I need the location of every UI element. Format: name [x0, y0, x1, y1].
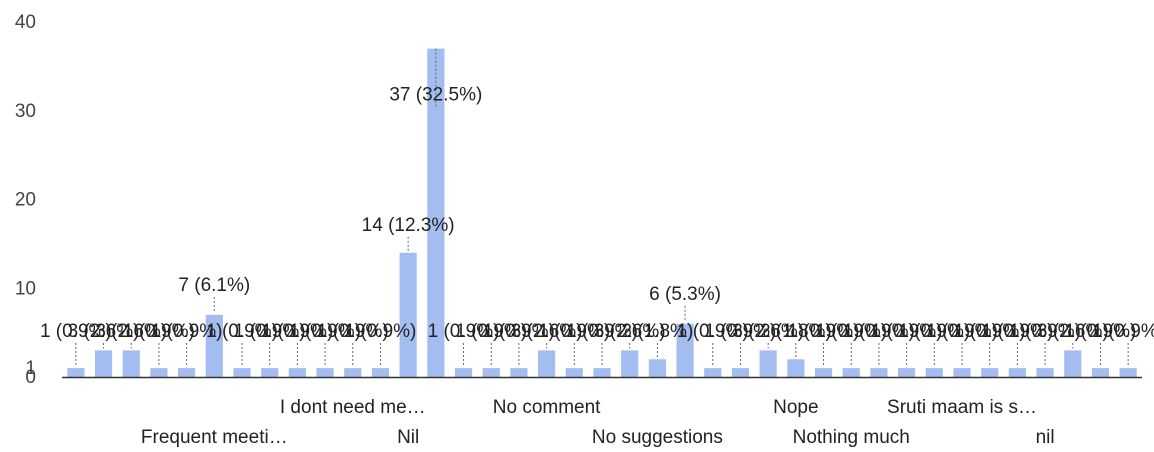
data-label: 1 (0.9%) [677, 321, 749, 342]
data-label: 1 (0.9%) [261, 321, 333, 342]
bar[interactable] [759, 350, 777, 377]
data-label: 3 (2.6%) [95, 321, 167, 342]
data-label: 7 (6.1%) [178, 275, 250, 296]
data-label: 37 (32.5%) [389, 85, 482, 106]
data-label: 1 (0.9%) [455, 321, 527, 342]
data-label: 1 (0.9%) [705, 321, 777, 342]
bar[interactable] [316, 368, 334, 377]
bar[interactable] [898, 368, 916, 377]
data-label: 2 (1.8%) [760, 321, 832, 342]
bar[interactable] [94, 350, 113, 377]
data-label: 3 (2.6%) [732, 321, 804, 342]
y-tick-label: 20 [15, 190, 36, 211]
bar[interactable] [344, 368, 362, 377]
data-label: 1 (0.9%) [206, 321, 278, 342]
data-label: 1 (0.9%) [843, 321, 915, 342]
y-tick-label: 10 [15, 278, 36, 299]
bar[interactable] [67, 368, 85, 377]
x-tick-label: Nope [773, 397, 818, 418]
bar[interactable] [1119, 368, 1137, 377]
data-label: 1 (0.9%) [538, 321, 610, 342]
x-axis: Frequent meeti… I dont need me… Nil No comm… [62, 376, 1142, 448]
data-label: 1 (0.9%) [898, 321, 970, 342]
bar[interactable] [482, 368, 500, 377]
data-label: 1 (0.9%) [981, 321, 1053, 342]
y-tick-label: 30 [15, 101, 36, 122]
bar[interactable] [454, 368, 473, 377]
bar[interactable] [814, 368, 833, 377]
data-label: 3 (2.6%) [1037, 321, 1109, 342]
data-labels: 1 (0.9%)3 (2.6%)3 (2.6%)1 (0.9%)1 (0.9%)… [40, 85, 1154, 342]
data-label: 1 (0.9%) [234, 321, 306, 342]
data-label: 1 (0.9%) [871, 321, 943, 342]
bar[interactable] [261, 368, 279, 377]
bar[interactable] [1064, 350, 1082, 377]
data-label: 3 (2.6%) [594, 321, 666, 342]
bar[interactable] [565, 368, 583, 377]
x-tick-label: Sruti maam is s… [887, 397, 1037, 418]
bar[interactable] [1091, 368, 1110, 377]
data-label: 1 (0.9%) [1065, 321, 1137, 342]
bar[interactable] [233, 368, 251, 377]
y-axis: 01 10 20 30 40 [15, 12, 36, 388]
bar[interactable] [288, 368, 306, 377]
bar[interactable] [538, 350, 556, 377]
bar[interactable] [925, 368, 943, 377]
x-tick-label: No comment [493, 397, 601, 418]
bar[interactable] [1036, 368, 1054, 377]
data-label: 1 (0.9%) [483, 321, 555, 342]
data-label: 3 (2.6%) [68, 321, 140, 342]
bar[interactable] [621, 350, 639, 377]
bar[interactable] [704, 368, 722, 377]
bar[interactable] [150, 368, 168, 377]
bar[interactable] [427, 48, 445, 377]
data-label: 1 (0.9%) [566, 321, 638, 342]
y-tick-label: 1 [25, 358, 36, 379]
data-label: 1 (0.9%) [954, 321, 1026, 342]
x-tick-label: I dont need me… [280, 397, 426, 418]
bar[interactable] [731, 368, 750, 377]
data-label: 1 (0.9%) [345, 321, 417, 342]
bar[interactable] [371, 368, 390, 377]
data-label: 1 (0.9%) [40, 321, 112, 342]
data-label: 1 (0.9%) [428, 321, 500, 342]
data-label: 1 (0.9%) [788, 321, 860, 342]
bar[interactable] [178, 368, 196, 377]
x-tick-label: No suggestions [592, 427, 723, 448]
x-tick-label: Nothing much [793, 427, 910, 448]
bar[interactable] [953, 368, 971, 377]
bar[interactable] [205, 314, 223, 377]
x-tick-label: Frequent meeti… [141, 427, 288, 448]
bar[interactable] [510, 368, 528, 377]
data-label: 1 (0.9%) [317, 321, 389, 342]
bar[interactable] [787, 359, 805, 377]
bar[interactable] [842, 368, 860, 377]
data-label: 1 (0.9%) [1092, 321, 1154, 342]
data-label: 6 (5.3%) [649, 284, 721, 305]
x-tick-label: Nil [397, 427, 419, 448]
data-label: 1 (0.9%) [926, 321, 998, 342]
data-label: 1 (0.9%) [815, 321, 887, 342]
bar[interactable] [1008, 368, 1026, 377]
bar[interactable] [676, 323, 694, 377]
bar[interactable] [870, 368, 888, 377]
y-tick-label: 40 [15, 12, 36, 33]
label-leaders [75, 46, 1129, 367]
bar[interactable] [593, 368, 611, 377]
data-label: 1 (0.9%) [1009, 321, 1081, 342]
data-label: 1 (0.9%) [289, 321, 361, 342]
bar[interactable] [399, 252, 417, 377]
x-tick-label: nil [1036, 427, 1055, 448]
data-label: 1 (0.9%) [123, 321, 195, 342]
data-label: 3 (2.6%) [511, 321, 583, 342]
y-tick-label: 0 [25, 367, 36, 388]
bar[interactable] [648, 359, 666, 377]
bars [67, 48, 1137, 377]
bar[interactable] [122, 350, 140, 377]
data-label: 14 (12.3%) [362, 215, 455, 236]
bar[interactable] [981, 368, 999, 377]
data-label: 1 (0.9%) [151, 321, 223, 342]
data-label: 2 (1.8%) [621, 321, 693, 342]
